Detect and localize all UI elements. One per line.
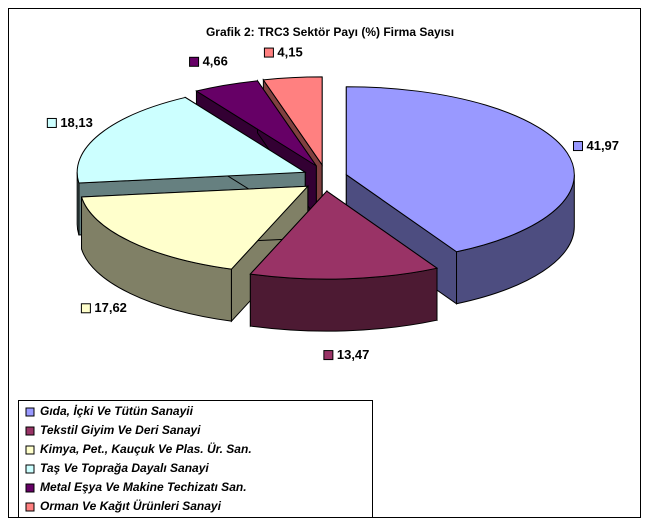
- data-label-swatch: [323, 350, 334, 361]
- legend-label: Kimya, Pet., Kauçuk Ve Plas. Ür. San.: [40, 441, 252, 456]
- legend-label: Orman Ve Kağıt Ürünleri Sanayi: [40, 498, 222, 513]
- slice: [262, 76, 323, 167]
- chart-title: Grafik 2: TRC3 Sektör Payı (%) Firma Say…: [206, 25, 454, 39]
- slice: [80, 185, 310, 270]
- data-label-swatch: [46, 117, 57, 128]
- legend-label: Metal Eşya Ve Makine Techizatı San.: [40, 480, 247, 494]
- legend-swatch: [25, 464, 35, 474]
- legend-swatch: [25, 426, 35, 436]
- legend-swatch: [25, 407, 35, 417]
- data-label: 41,97: [586, 138, 619, 153]
- data-label: 4,66: [203, 54, 228, 69]
- data-label: 13,47: [337, 347, 370, 362]
- data-label-swatch: [189, 56, 200, 67]
- slice: [249, 190, 439, 280]
- legend-label: Tekstil Giyim Ve Deri Sanayi: [40, 423, 201, 437]
- slice: [345, 86, 575, 253]
- legend-label: Taş Ve Toprağa Dayalı Sanayi: [40, 461, 209, 475]
- pie: [76, 76, 575, 332]
- legend-swatch: [25, 502, 35, 512]
- slice: [76, 96, 307, 184]
- data-label-swatch: [263, 47, 274, 58]
- legend-label: Gıda, İçki Ve Tütün Sanayii: [40, 403, 194, 418]
- legend-swatch: [25, 483, 35, 493]
- slice: [195, 80, 317, 167]
- data-label: 4,15: [277, 45, 302, 60]
- legend: Gıda, İçki Ve Tütün Sanayii Tekstil Giyim…: [25, 403, 252, 513]
- data-label-swatch: [80, 303, 91, 314]
- legend-swatch: [25, 445, 35, 455]
- data-label: 17,62: [94, 300, 127, 315]
- data-label-swatch: [572, 141, 583, 152]
- data-label: 18,13: [60, 115, 93, 130]
- legend-box: [18, 400, 373, 518]
